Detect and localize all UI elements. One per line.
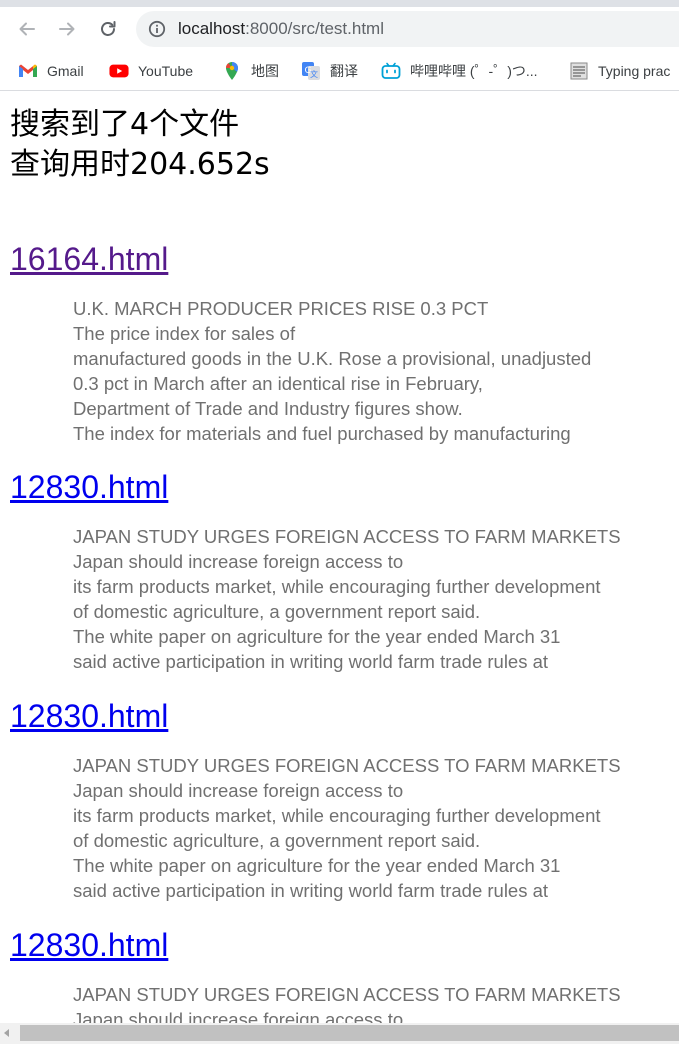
- result-excerpt: JAPAN STUDY URGES FOREIGN ACCESS TO FARM…: [73, 982, 621, 1023]
- excerpt-line: of domestic agriculture, a government re…: [73, 830, 481, 851]
- bookmark-label: 地图: [251, 63, 279, 79]
- forward-arrow-icon: [59, 22, 75, 36]
- back-arrow-icon: [19, 22, 35, 36]
- bookmark-label: Typing prac: [598, 63, 671, 79]
- excerpt-line: Department of Trade and Industry figures…: [73, 398, 463, 419]
- result-excerpt: JAPAN STUDY URGES FOREIGN ACCESS TO FARM…: [73, 524, 621, 674]
- excerpt-line: Japan should increase foreign access to: [73, 551, 404, 572]
- page-content: 搜索到了4个文件 查询用时204.652s 16164.html U.K. MA…: [0, 91, 679, 1023]
- excerpt-line: manufactured goods in the U.K. Rose a pr…: [73, 348, 592, 369]
- gmail-icon: [18, 61, 38, 81]
- query-time-text: 查询用时204.652s: [10, 147, 270, 182]
- svg-text:文: 文: [310, 69, 318, 79]
- result-count-text: 搜索到了4个文件: [10, 107, 240, 142]
- excerpt-line: said active participation in writing wor…: [73, 651, 549, 672]
- forward-button[interactable]: [55, 17, 79, 41]
- youtube-icon: [109, 61, 129, 81]
- search-summary: 搜索到了4个文件 查询用时204.652s: [10, 105, 270, 185]
- svg-text:G: G: [305, 66, 312, 76]
- bookmark-typing[interactable]: Typing prac: [569, 60, 670, 82]
- excerpt-line: its farm products market, while encourag…: [73, 805, 601, 826]
- maps-icon: [222, 61, 242, 81]
- result-link[interactable]: 16164.html: [10, 241, 169, 277]
- site-info-icon[interactable]: [148, 20, 166, 38]
- excerpt-line: said active participation in writing wor…: [73, 880, 549, 901]
- bookmark-youtube[interactable]: YouTube: [109, 60, 193, 82]
- url-text[interactable]: localhost:8000/src/test.html: [178, 19, 384, 39]
- excerpt-line: Japan should increase foreign access to: [73, 780, 404, 801]
- bookmarks-bar: Gmail YouTube 地图 G 文: [0, 52, 679, 91]
- translate-icon: G 文: [301, 61, 321, 81]
- bookmark-bilibili[interactable]: 哔哩哔哩 (゜-゜)つ...: [381, 60, 538, 82]
- result-link[interactable]: 12830.html: [10, 469, 169, 505]
- bookmark-gmail[interactable]: Gmail: [18, 60, 84, 82]
- result-excerpt: U.K. MARCH PRODUCER PRICES RISE 0.3 PCT …: [73, 296, 591, 446]
- tab-strip: [0, 0, 679, 7]
- horizontal-scrollbar[interactable]: [0, 1023, 679, 1044]
- scrollbar-thumb[interactable]: [20, 1025, 679, 1041]
- excerpt-line: Japan should increase foreign access to: [73, 1009, 404, 1023]
- browser-toolbar: localhost:8000/src/test.html: [0, 7, 679, 52]
- excerpt-line: The index for materials and fuel purchas…: [73, 423, 571, 444]
- scroll-left-arrow-icon[interactable]: [4, 1029, 9, 1037]
- excerpt-line: its farm products market, while encourag…: [73, 576, 601, 597]
- typing-icon: [569, 61, 589, 81]
- excerpt-line: JAPAN STUDY URGES FOREIGN ACCESS TO FARM…: [73, 984, 621, 1005]
- excerpt-line: The price index for sales of: [73, 323, 296, 344]
- excerpt-line: The white paper on agriculture for the y…: [73, 626, 561, 647]
- back-button[interactable]: [15, 17, 39, 41]
- excerpt-line: of domestic agriculture, a government re…: [73, 601, 481, 622]
- bookmark-label: Gmail: [47, 63, 84, 79]
- result-excerpt: JAPAN STUDY URGES FOREIGN ACCESS TO FARM…: [73, 753, 621, 903]
- excerpt-line: JAPAN STUDY URGES FOREIGN ACCESS TO FARM…: [73, 755, 621, 776]
- reload-button[interactable]: [96, 17, 120, 41]
- bookmark-translate[interactable]: G 文 翻译: [301, 60, 358, 82]
- excerpt-line: JAPAN STUDY URGES FOREIGN ACCESS TO FARM…: [73, 526, 621, 547]
- result-link[interactable]: 12830.html: [10, 698, 169, 734]
- reload-icon: [101, 21, 116, 36]
- bookmark-label: 翻译: [330, 63, 358, 79]
- url-path: :8000/src/test.html: [245, 19, 384, 38]
- url-host: localhost: [178, 19, 246, 38]
- bookmark-maps[interactable]: 地图: [222, 60, 279, 82]
- excerpt-line: The white paper on agriculture for the y…: [73, 855, 561, 876]
- excerpt-line: U.K. MARCH PRODUCER PRICES RISE 0.3 PCT: [73, 298, 489, 319]
- result-link[interactable]: 12830.html: [10, 927, 169, 963]
- bookmark-label: 哔哩哔哩 (゜-゜)つ...: [410, 63, 538, 79]
- excerpt-line: 0.3 pct in March after an identical rise…: [73, 373, 483, 394]
- bookmark-label: YouTube: [138, 63, 194, 79]
- bilibili-icon: [381, 61, 401, 81]
- address-bar[interactable]: localhost:8000/src/test.html: [136, 11, 679, 47]
